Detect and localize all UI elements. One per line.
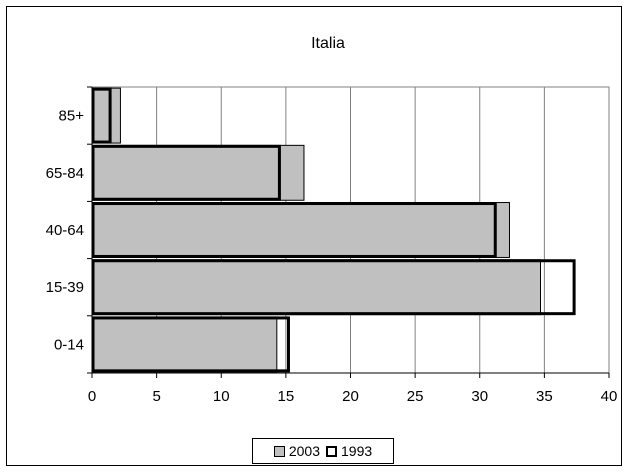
bar-2003-40-64 bbox=[91, 202, 510, 258]
x-tick-label-20: 20 bbox=[342, 388, 359, 405]
legend-item-1993: 1993 bbox=[326, 443, 372, 459]
axes bbox=[87, 86, 610, 378]
legend-label-1993: 1993 bbox=[341, 443, 373, 459]
legend-item-2003: 2003 bbox=[273, 443, 320, 459]
bar-2003-15-39 bbox=[91, 259, 541, 316]
x-tick-label-0: 0 bbox=[88, 388, 96, 405]
legend-label-2003: 2003 bbox=[288, 443, 320, 459]
y-tick-label-85+: 85+ bbox=[59, 108, 85, 125]
bar-1993-0-14 bbox=[91, 316, 290, 373]
legend-swatch-2003 bbox=[273, 445, 285, 457]
bar-1993-85+ bbox=[91, 87, 112, 144]
legend-swatch-1993 bbox=[326, 445, 337, 457]
bar-1993-40-64 bbox=[91, 202, 497, 258]
tick-labels: 0 5 10 15 20 25 30 35 40 85+ 65-84 40-64 15-39 0-14 bbox=[46, 108, 618, 405]
y-tick-label-40-64: 40-64 bbox=[46, 222, 84, 239]
x-tick-label-10: 10 bbox=[213, 388, 230, 405]
x-tick-label-40: 40 bbox=[601, 388, 618, 405]
bars bbox=[91, 87, 576, 373]
y-tick-label-65-84: 65-84 bbox=[46, 165, 84, 182]
bar-2003-85+ bbox=[91, 87, 121, 144]
x-tick-label-25: 25 bbox=[407, 388, 424, 405]
bar-2003-0-14 bbox=[91, 316, 278, 373]
chart-title: Italia bbox=[311, 35, 345, 52]
bar-2003-65-84 bbox=[91, 144, 305, 201]
y-tick-label-15-39: 15-39 bbox=[46, 279, 84, 296]
x-tick-label-30: 30 bbox=[471, 388, 488, 405]
y-tick-label-0-14: 0-14 bbox=[54, 336, 84, 353]
bar-1993-65-84 bbox=[91, 144, 281, 201]
x-tick-label-35: 35 bbox=[536, 388, 553, 405]
legend: 2003 1993 bbox=[252, 438, 394, 464]
x-tick-label-15: 15 bbox=[278, 388, 295, 405]
bar-1993-15-39 bbox=[91, 259, 576, 316]
x-tick-label-5: 5 bbox=[152, 388, 160, 405]
